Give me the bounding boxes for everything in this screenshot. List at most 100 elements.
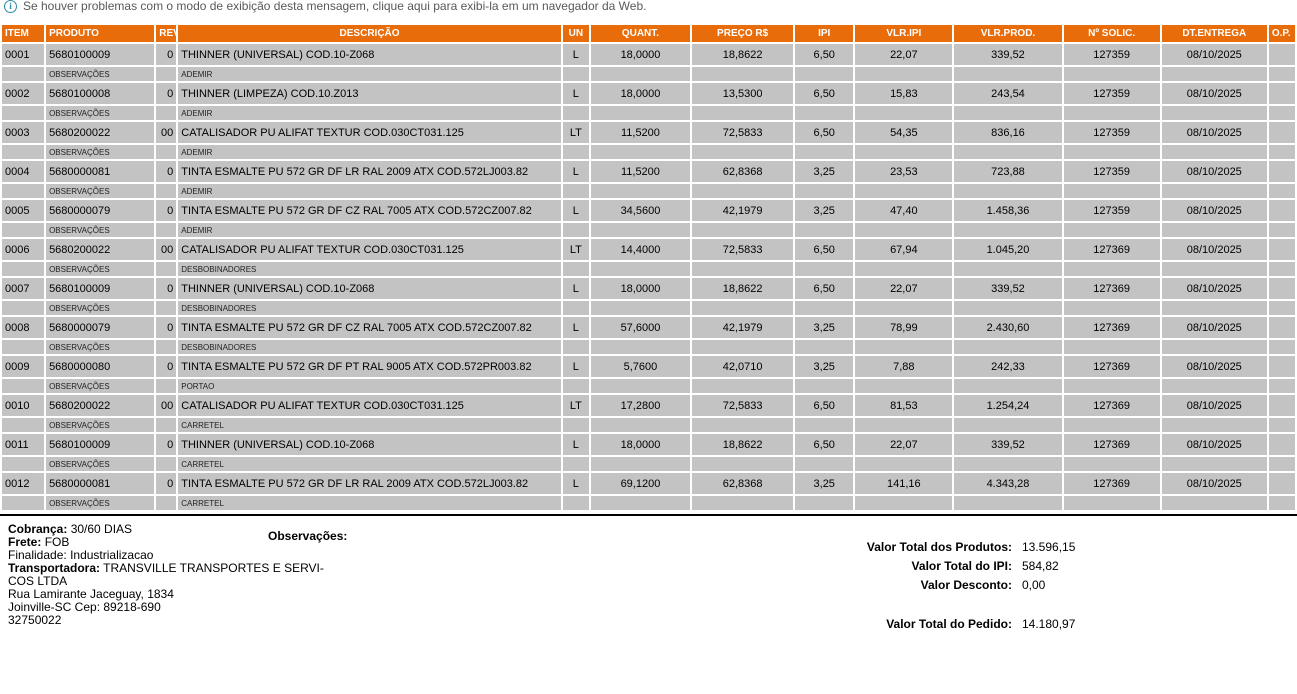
empty-cell [954, 106, 1062, 120]
cell-entrega: 08/10/2025 [1161, 44, 1267, 65]
empty-cell [795, 184, 854, 198]
empty-cell [855, 184, 953, 198]
item-row: 0011 5680100009 0 THINNER (UNIVERSAL) COD.1… [2, 434, 1295, 455]
cell-quant: 18,0000 [590, 44, 691, 65]
empty-cell [855, 457, 953, 471]
observacoes-cell-label: OBSERVAÇÕES [46, 379, 155, 393]
finalidade-line: Finalidade: Industrializacao [8, 549, 324, 562]
empty-cell [1268, 262, 1295, 276]
cell-ipi: 6,50 [795, 278, 854, 299]
cell-solic: 127369 [1063, 317, 1160, 338]
item-row: 0003 5680200022 00 CATALISADOR PU ALIFAT TE… [2, 122, 1295, 143]
column-header-n-solic: Nº SOLIC. [1063, 25, 1160, 42]
empty-cell [1161, 457, 1267, 471]
observacoes-cell-label: OBSERVAÇÕES [46, 223, 155, 237]
cell-item: 0012 [2, 473, 45, 494]
empty-cell [795, 262, 854, 276]
total-value: 13.596,15 [1022, 540, 1076, 554]
observacoes-cell-value: DESBOBINADORES [178, 262, 561, 276]
empty-cell [795, 496, 854, 510]
observation-row: OBSERVAÇÕES PORTAO [2, 379, 1295, 393]
empty-cell [590, 262, 691, 276]
cell-ipi: 3,25 [795, 317, 854, 338]
item-row: 0002 5680100008 0 THINNER (LIMPEZA) COD.10.… [2, 83, 1295, 104]
render-issue-message[interactable]: Se houver problemas com o modo de exibiç… [23, 0, 647, 13]
cell-rev: 0 [156, 83, 177, 104]
cell-ipi: 6,50 [795, 395, 854, 416]
empty-cell [692, 418, 794, 432]
cell-un: LT [562, 239, 589, 260]
frete-value: FOB [44, 535, 70, 549]
cell-rev: 0 [156, 200, 177, 221]
cell-produto: 5680100009 [46, 434, 155, 455]
empty-cell [1161, 106, 1267, 120]
cobranca-value: 30/60 DIAS [70, 522, 133, 536]
cell-item: 0011 [2, 434, 45, 455]
empty-cell [590, 457, 691, 471]
frete-label: Frete: [8, 535, 42, 549]
empty-cell [156, 496, 177, 510]
cell-produto: 5680000079 [46, 200, 155, 221]
empty-cell [562, 340, 589, 354]
cell-item: 0002 [2, 83, 45, 104]
cell-quant: 18,0000 [590, 278, 691, 299]
cell-descricao: THINNER (UNIVERSAL) COD.10-Z068 [178, 434, 561, 455]
transportadora-line2: COS LTDA [8, 574, 68, 588]
observacoes-cell-label: OBSERVAÇÕES [46, 457, 155, 471]
render-issue-banner[interactable]: i Se houver problemas com o modo de exib… [0, 0, 1297, 15]
empty-cell [156, 184, 177, 198]
total-label: Valor Total dos Produtos: [866, 540, 1012, 554]
column-header-dt-entrega: DT.ENTREGA [1161, 25, 1267, 42]
cell-un: L [562, 278, 589, 299]
cell-ipi: 6,50 [795, 44, 854, 65]
empty-cell [1268, 67, 1295, 81]
observation-row: OBSERVAÇÕES DESBOBINADORES [2, 262, 1295, 276]
observacoes-label: Observações: [268, 529, 348, 543]
column-header-ipi: IPI [795, 25, 854, 42]
observacoes-cell-value: ADEMIR [178, 223, 561, 237]
cell-vlr-prod: 243,54 [954, 83, 1062, 104]
empty-cell [795, 379, 854, 393]
total-row: Valor Total do IPI: 584,82 [640, 559, 1120, 573]
cell-un: LT [562, 122, 589, 143]
cell-quant: 5,7600 [590, 356, 691, 377]
cell-produto: 5680000081 [46, 473, 155, 494]
empty-cell [2, 145, 45, 159]
empty-cell [855, 496, 953, 510]
empty-cell [562, 145, 589, 159]
empty-cell [562, 301, 589, 315]
cell-produto: 5680000080 [46, 356, 155, 377]
cell-descricao: CATALISADOR PU ALIFAT TEXTUR COD.030CT03… [178, 395, 561, 416]
cell-op [1268, 83, 1295, 104]
observacoes-cell-value: PORTAO [178, 379, 561, 393]
cell-ipi: 6,50 [795, 122, 854, 143]
cell-preco: 72,5833 [692, 395, 794, 416]
observation-row: OBSERVAÇÕES ADEMIR [2, 223, 1295, 237]
cell-ipi: 6,50 [795, 83, 854, 104]
cell-vlr-prod: 1.045,20 [954, 239, 1062, 260]
cell-preco: 42,0710 [692, 356, 794, 377]
cell-descricao: TINTA ESMALTE PU 572 GR DF LR RAL 2009 A… [178, 473, 561, 494]
cell-descricao: TINTA ESMALTE PU 572 GR DF CZ RAL 7005 A… [178, 317, 561, 338]
empty-cell [156, 106, 177, 120]
cell-vlr-prod: 723,88 [954, 161, 1062, 182]
empty-cell [2, 457, 45, 471]
observacoes-cell-value: ADEMIR [178, 67, 561, 81]
cell-entrega: 08/10/2025 [1161, 356, 1267, 377]
empty-cell [795, 106, 854, 120]
cell-rev: 0 [156, 161, 177, 182]
cell-op [1268, 239, 1295, 260]
cell-vlr-ipi: 15,83 [855, 83, 953, 104]
observacoes-cell-value: DESBOBINADORES [178, 340, 561, 354]
empty-cell [1161, 184, 1267, 198]
cell-descricao: TINTA ESMALTE PU 572 GR DF CZ RAL 7005 A… [178, 200, 561, 221]
column-header-descricao: DESCRIÇÃO [178, 25, 561, 42]
cell-un: L [562, 317, 589, 338]
empty-cell [2, 262, 45, 276]
cell-rev: 0 [156, 356, 177, 377]
empty-cell [156, 145, 177, 159]
empty-cell [855, 106, 953, 120]
empty-cell [1161, 301, 1267, 315]
empty-cell [1268, 379, 1295, 393]
empty-cell [1161, 379, 1267, 393]
